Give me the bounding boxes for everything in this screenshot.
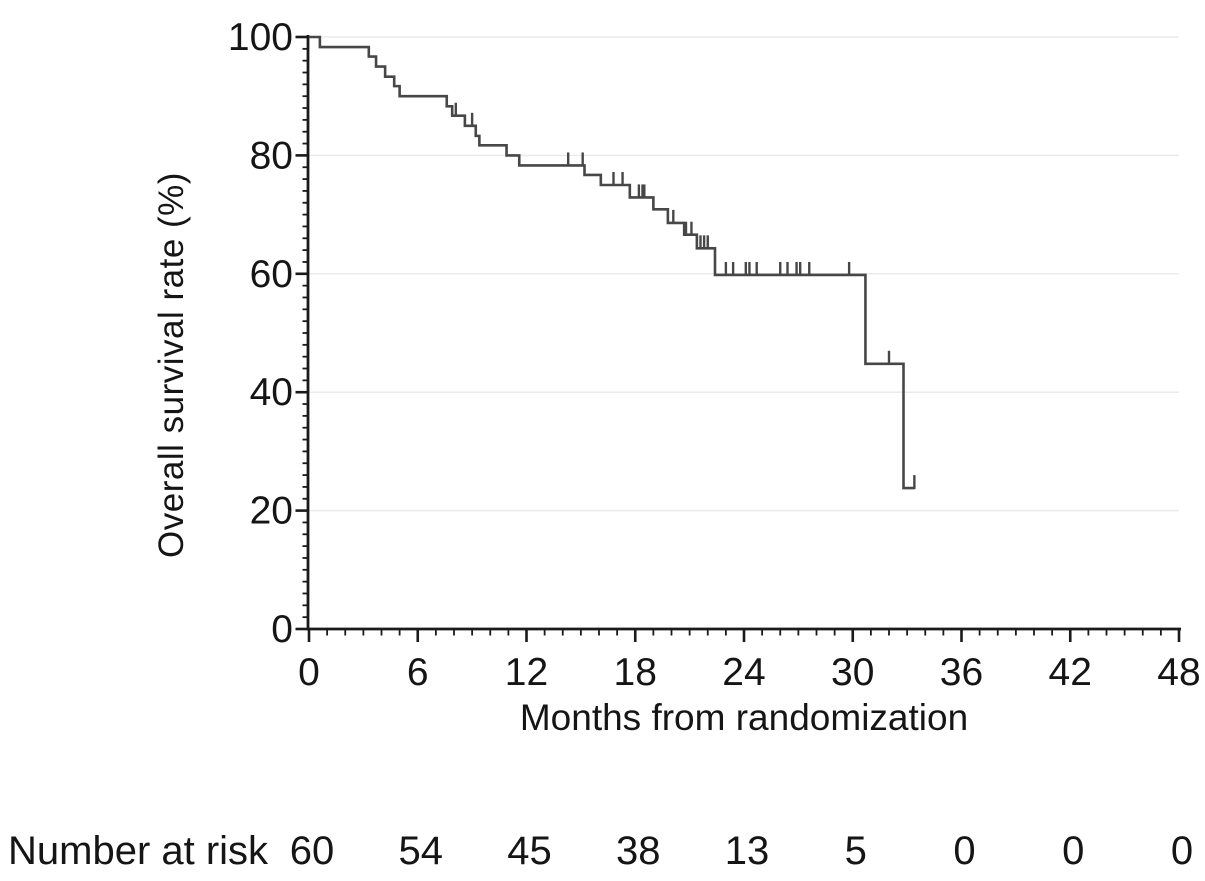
at-risk-count: 54 (399, 829, 444, 873)
x-tick-label: 12 (505, 651, 548, 694)
survival-step-curve (309, 35, 915, 490)
x-axis-title: Months from randomization (519, 697, 969, 738)
y-axis-title: Overall survival rate (%) (152, 172, 191, 558)
x-tick-label: 0 (298, 651, 320, 694)
number-at-risk-label: Number at risk (8, 829, 269, 873)
x-tick-label: 48 (1157, 651, 1200, 694)
x-tick-label: 36 (940, 651, 983, 694)
at-risk-count: 60 (290, 829, 335, 873)
at-risk-count: 38 (616, 829, 661, 873)
at-risk-count: 45 (507, 829, 552, 873)
at-risk-count: 5 (845, 829, 867, 873)
x-tick-label: 24 (722, 651, 765, 694)
y-tick-label: 100 (228, 16, 293, 59)
at-risk-count: 0 (953, 829, 975, 873)
at-risk-count: 0 (1062, 829, 1084, 873)
y-tick-label: 80 (250, 134, 293, 177)
y-tick-label: 40 (250, 371, 293, 414)
at-risk-count: 13 (725, 829, 770, 873)
y-tick-label: 60 (250, 253, 293, 296)
x-tick-label: 30 (831, 651, 874, 694)
x-tick-label: 6 (407, 651, 429, 694)
at-risk-count: 0 (1171, 829, 1193, 873)
y-tick-label: 20 (250, 490, 293, 533)
x-tick-label: 18 (614, 651, 657, 694)
x-tick-label: 42 (1049, 651, 1092, 694)
y-tick-label: 0 (271, 608, 293, 651)
